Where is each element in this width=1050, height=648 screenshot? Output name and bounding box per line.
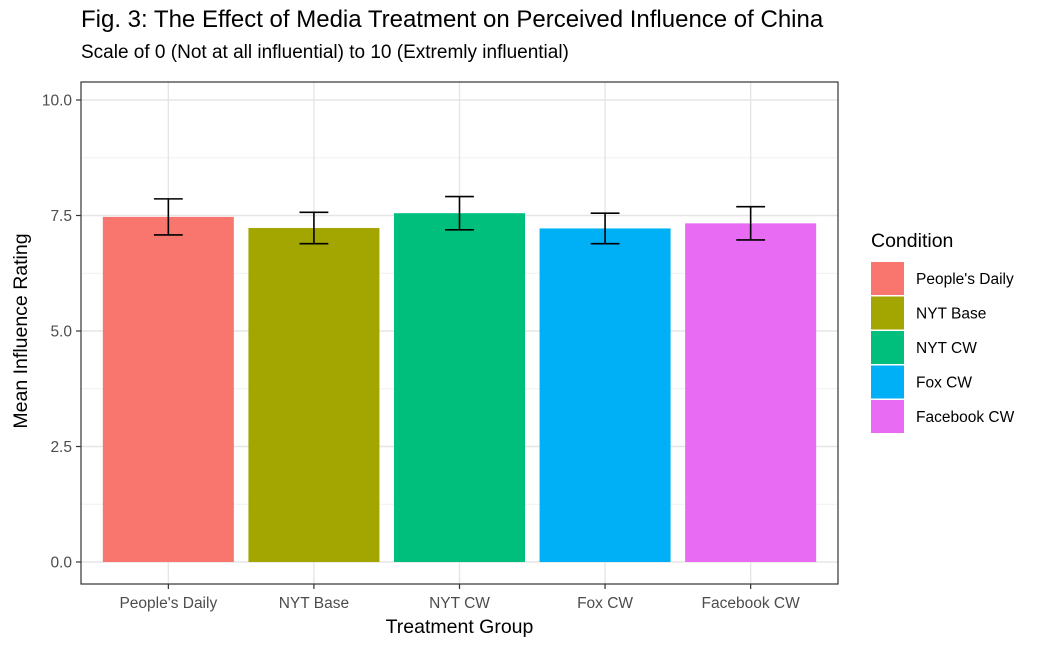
legend-key xyxy=(871,365,904,399)
x-tick-label: People's Daily xyxy=(119,595,217,612)
legend-label: NYT Base xyxy=(916,306,986,323)
legend-label: NYT CW xyxy=(916,340,977,357)
legend-label: Fox CW xyxy=(916,375,972,392)
chart-subtitle: Scale of 0 (Not at all influential) to 1… xyxy=(81,42,569,63)
legend-label: People's Daily xyxy=(916,271,1014,288)
legend-key xyxy=(871,400,904,433)
x-tick-label: Facebook CW xyxy=(702,595,801,612)
y-tick-label: 2.5 xyxy=(50,439,72,456)
y-tick-label: 7.5 xyxy=(50,208,72,225)
legend-label: Facebook CW xyxy=(916,409,1015,426)
bar-facebook-cw xyxy=(685,223,817,562)
x-tick-label: Fox CW xyxy=(577,595,633,612)
y-tick-label: 0.0 xyxy=(50,555,72,572)
chart-title: Fig. 3: The Effect of Media Treatment on… xyxy=(81,6,824,33)
x-tick-label: NYT Base xyxy=(279,595,349,612)
x-tick-label: NYT CW xyxy=(429,595,490,612)
bar-nyt-cw xyxy=(393,213,526,562)
x-axis-title: Treatment Group xyxy=(386,616,534,638)
legend-key xyxy=(871,262,904,295)
legend-key xyxy=(871,296,904,330)
y-tick-label: 5.0 xyxy=(50,324,72,341)
y-axis-title: Mean Influence Rating xyxy=(10,233,32,428)
legend-key xyxy=(871,331,904,364)
bar-fox-cw xyxy=(539,228,671,562)
bar-nyt-base xyxy=(248,227,380,562)
bar-people-s-daily xyxy=(102,216,234,563)
y-tick-label: 10.0 xyxy=(42,93,73,110)
legend-title: Condition xyxy=(871,230,953,252)
